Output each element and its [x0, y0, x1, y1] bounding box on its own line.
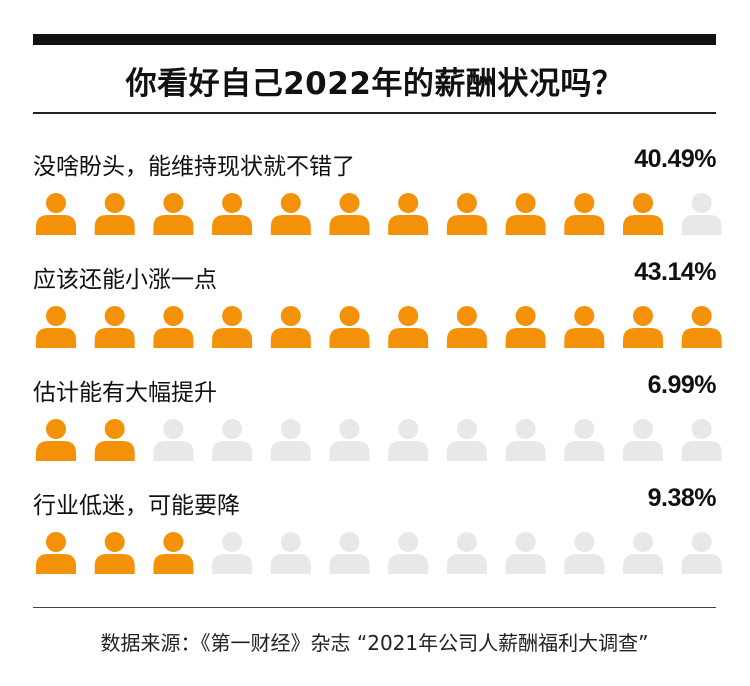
person-icon	[446, 193, 487, 235]
person-icon	[388, 419, 429, 461]
person-icon	[270, 306, 311, 348]
person-icon	[446, 419, 487, 461]
person-icon	[153, 193, 194, 235]
person-icon	[36, 193, 76, 235]
person-icon	[36, 419, 76, 461]
person-icon	[36, 306, 76, 348]
person-icon	[446, 306, 487, 348]
value-label: 9.38%	[647, 484, 717, 512]
person-icon	[623, 419, 663, 461]
person-icon	[329, 306, 370, 348]
title-divider	[33, 112, 716, 114]
person-icon	[153, 306, 194, 348]
person-icon	[270, 419, 311, 461]
person-icon	[94, 193, 135, 235]
person-icon	[270, 193, 311, 235]
person-icon	[388, 306, 429, 348]
person-icon	[388, 532, 429, 574]
source-note: 数据来源：《第一财经》杂志 “2021年公司人薪酬福利大调查”	[100, 631, 649, 655]
person-icon	[446, 532, 487, 574]
person-icon	[212, 419, 253, 461]
footer-divider	[33, 607, 716, 608]
person-icon	[623, 532, 663, 574]
person-icon	[329, 193, 370, 235]
person-icon	[564, 532, 605, 574]
person-icon	[212, 306, 253, 348]
person-icon	[681, 306, 722, 348]
category-label: 估计能有大幅提升	[33, 380, 217, 406]
person-icon	[36, 532, 76, 574]
person-icon	[212, 193, 253, 235]
person-icon	[505, 193, 546, 235]
person-icon	[153, 532, 194, 574]
chart-title: 你看好自己2022年的薪酬状况吗？	[125, 66, 624, 102]
person-icon	[270, 532, 311, 574]
value-label: 40.49%	[634, 145, 716, 173]
category-label: 应该还能小涨一点	[33, 267, 217, 293]
person-icon	[505, 532, 546, 574]
person-icon	[212, 532, 253, 574]
person-icon	[564, 193, 605, 235]
person-icon	[329, 419, 370, 461]
person-icon	[623, 306, 663, 348]
person-icon	[153, 419, 194, 461]
category-label: 行业低迷，可能要降	[33, 493, 240, 519]
person-icon	[388, 193, 429, 235]
person-icon	[681, 532, 722, 574]
person-icon	[329, 532, 370, 574]
top-bar	[33, 34, 716, 45]
person-icon	[681, 193, 722, 235]
person-icon	[94, 419, 135, 461]
person-icon	[681, 419, 722, 461]
person-icon	[564, 419, 605, 461]
value-label: 6.99%	[647, 371, 717, 399]
person-icon	[94, 532, 135, 574]
value-label: 43.14%	[634, 258, 716, 286]
person-icon	[505, 306, 546, 348]
category-label: 没啥盼头，能维持现状就不错了	[33, 154, 355, 180]
person-icon	[623, 193, 663, 235]
person-icon	[94, 306, 135, 348]
person-icon	[505, 419, 546, 461]
person-icon	[564, 306, 605, 348]
